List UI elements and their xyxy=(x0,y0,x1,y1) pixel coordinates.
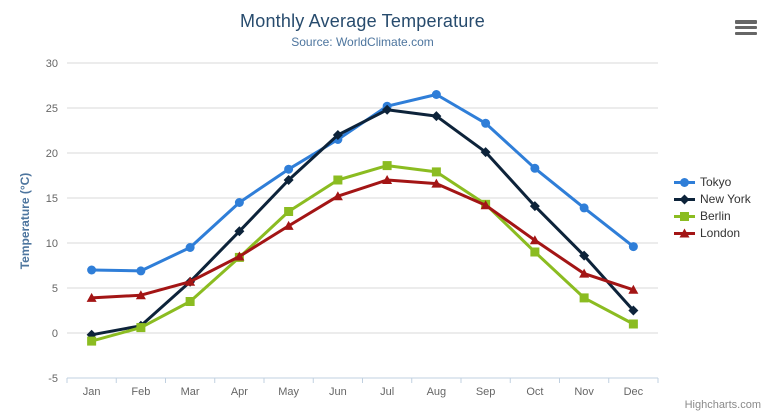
x-tick-label: Mar xyxy=(181,386,200,398)
data-point-new-york[interactable] xyxy=(480,147,491,158)
data-point-berlin[interactable] xyxy=(136,323,146,333)
data-point-london[interactable] xyxy=(283,220,294,230)
y-tick-label: 10 xyxy=(46,238,58,250)
data-point-berlin[interactable] xyxy=(185,297,195,306)
data-point-tokyo[interactable] xyxy=(628,242,638,252)
square-legend-icon xyxy=(674,212,695,221)
y-tick-label: -5 xyxy=(48,373,58,385)
triangle-legend-icon xyxy=(674,228,695,238)
y-tick-label: 20 xyxy=(46,148,58,160)
legend-label: Tokyo xyxy=(700,175,732,189)
series-line-london[interactable] xyxy=(90,178,635,300)
y-tick-label: 5 xyxy=(52,283,58,295)
data-point-berlin[interactable] xyxy=(382,161,392,171)
diamond-legend-icon xyxy=(674,194,695,205)
hamburger-icon xyxy=(735,25,757,30)
x-tick-label: Apr xyxy=(231,386,248,398)
marker-circle xyxy=(680,178,689,187)
x-tick-label: Jan xyxy=(83,386,101,398)
x-tick-label: Sep xyxy=(476,386,496,398)
data-point-london[interactable] xyxy=(431,178,442,188)
data-point-london[interactable] xyxy=(529,235,540,245)
data-point-tokyo[interactable] xyxy=(431,90,441,99)
legend-label: Berlin xyxy=(700,209,731,223)
data-point-london[interactable] xyxy=(185,276,196,286)
marker-triangle xyxy=(679,228,690,238)
y-tick-label: 15 xyxy=(46,193,58,205)
x-tick-label: Jul xyxy=(380,386,394,398)
data-point-new-york[interactable] xyxy=(529,201,540,212)
data-point-london[interactable] xyxy=(135,290,146,300)
data-point-new-york[interactable] xyxy=(234,226,245,237)
data-point-tokyo[interactable] xyxy=(136,266,146,276)
x-tick-label: Dec xyxy=(624,386,644,398)
data-point-new-york[interactable] xyxy=(431,111,442,122)
legend-label: London xyxy=(700,226,741,240)
x-tick-label: May xyxy=(278,386,299,398)
data-point-berlin[interactable] xyxy=(628,319,638,329)
data-point-london[interactable] xyxy=(234,251,245,261)
context-menu-button[interactable] xyxy=(735,20,757,35)
series-line-berlin[interactable] xyxy=(90,164,635,343)
data-point-tokyo[interactable] xyxy=(579,203,589,213)
data-point-berlin[interactable] xyxy=(284,207,294,216)
chart-title: Monthly Average Temperature xyxy=(240,11,485,31)
legend-label: New York xyxy=(700,192,751,206)
legend-item-berlin[interactable]: Berlin xyxy=(674,208,751,225)
data-point-new-york[interactable] xyxy=(579,250,590,261)
circle-legend-icon xyxy=(674,178,695,187)
y-tick-label: 0 xyxy=(52,328,58,340)
data-point-berlin[interactable] xyxy=(333,175,343,185)
hamburger-icon xyxy=(735,20,757,24)
series-line-new-york[interactable] xyxy=(90,108,635,337)
legend-item-new-york[interactable]: New York xyxy=(674,191,751,208)
data-point-tokyo[interactable] xyxy=(185,243,195,252)
data-point-new-york[interactable] xyxy=(332,130,343,140)
x-tick-label: Aug xyxy=(427,386,447,398)
legend: Tokyo New York Berlin London xyxy=(674,174,751,242)
y-axis-title: Temperature (°C) xyxy=(18,172,32,270)
data-point-tokyo[interactable] xyxy=(234,198,244,207)
data-point-london[interactable] xyxy=(628,284,639,294)
x-tick-label: Oct xyxy=(526,386,543,398)
legend-item-london[interactable]: London xyxy=(674,225,751,242)
data-point-london[interactable] xyxy=(332,191,343,201)
marker-square xyxy=(680,212,689,221)
data-point-new-york[interactable] xyxy=(628,305,639,316)
data-point-london[interactable] xyxy=(86,292,97,302)
data-point-tokyo[interactable] xyxy=(481,118,491,128)
data-point-berlin[interactable] xyxy=(530,247,540,257)
data-point-london[interactable] xyxy=(480,200,491,210)
data-point-london[interactable] xyxy=(579,268,590,278)
data-point-tokyo[interactable] xyxy=(87,265,97,275)
data-point-new-york[interactable] xyxy=(382,104,393,115)
data-point-london[interactable] xyxy=(382,175,393,184)
credits-link[interactable]: Highcharts.com xyxy=(684,399,761,411)
data-point-tokyo[interactable] xyxy=(284,164,294,174)
chart-subtitle: Source: WorldClimate.com xyxy=(291,35,434,49)
data-point-berlin[interactable] xyxy=(579,293,589,303)
y-tick-label: 30 xyxy=(46,58,58,70)
data-point-berlin[interactable] xyxy=(431,167,441,177)
data-point-tokyo[interactable] xyxy=(530,163,540,173)
x-tick-label: Jun xyxy=(329,386,347,398)
data-point-berlin[interactable] xyxy=(87,336,97,346)
x-tick-label: Nov xyxy=(574,386,594,398)
marker-diamond xyxy=(679,194,690,205)
legend-item-tokyo[interactable]: Tokyo xyxy=(674,174,751,191)
data-point-new-york[interactable] xyxy=(283,175,294,185)
x-tick-label: Feb xyxy=(131,386,150,398)
hamburger-icon xyxy=(735,31,757,35)
y-tick-label: 25 xyxy=(46,103,58,115)
